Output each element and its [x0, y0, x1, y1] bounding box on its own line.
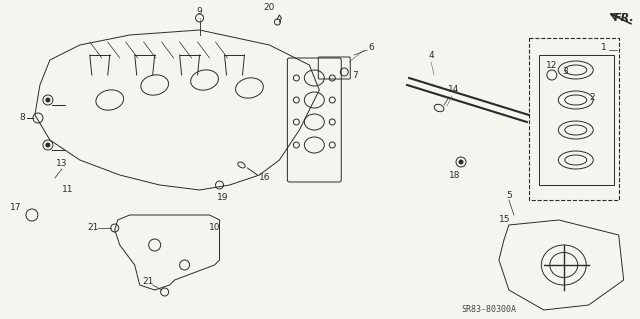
Text: 2: 2 — [589, 93, 595, 102]
Text: 20: 20 — [264, 4, 275, 12]
Text: 16: 16 — [259, 174, 270, 182]
Text: 19: 19 — [217, 194, 228, 203]
Text: 11: 11 — [62, 186, 74, 195]
Text: 12: 12 — [546, 61, 557, 70]
Circle shape — [46, 98, 50, 102]
Text: 8: 8 — [19, 114, 25, 122]
Text: 7: 7 — [353, 70, 358, 79]
Text: 18: 18 — [449, 170, 461, 180]
Text: 6: 6 — [369, 43, 374, 53]
Text: FR.: FR. — [614, 13, 634, 23]
Text: 3: 3 — [562, 68, 568, 77]
Text: 17: 17 — [10, 204, 22, 212]
Circle shape — [459, 160, 463, 164]
Text: 9: 9 — [196, 8, 202, 17]
Text: 4: 4 — [428, 51, 434, 61]
Text: 15: 15 — [499, 216, 511, 225]
Text: 10: 10 — [209, 224, 220, 233]
Text: 14: 14 — [449, 85, 460, 94]
Text: SR83-80300A: SR83-80300A — [461, 306, 516, 315]
Text: 13: 13 — [56, 159, 68, 167]
Circle shape — [46, 143, 50, 147]
Text: 21: 21 — [142, 278, 154, 286]
Text: 1: 1 — [601, 43, 607, 53]
Text: 5: 5 — [506, 190, 512, 199]
Text: 21: 21 — [87, 224, 99, 233]
